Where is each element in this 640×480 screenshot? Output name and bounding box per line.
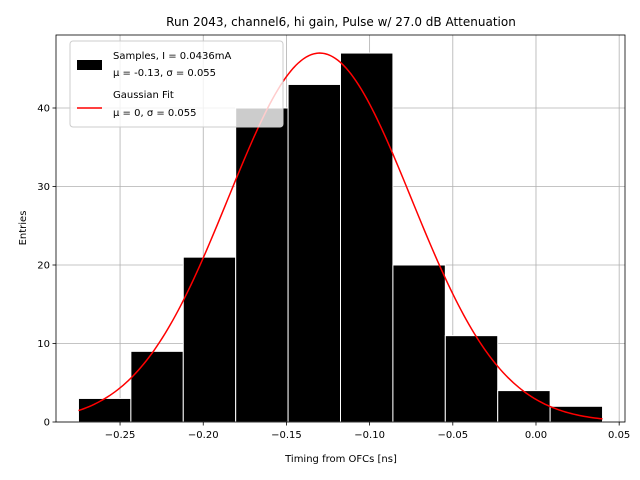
legend-box: [69, 40, 284, 128]
histogram-bar-6: [392, 264, 446, 423]
histogram-bar-1: [130, 350, 184, 423]
legend: Samples, I = 0.0436mA μ = -0.13, σ = 0.0…: [69, 40, 284, 128]
y-axis-ticks: 0 10 20 30 40: [37, 104, 56, 429]
histogram-bar-3: [235, 107, 289, 423]
legend-fit-line1: Gaussian Fit: [113, 90, 174, 101]
x-tick-label: 0.05: [608, 430, 630, 441]
x-axis-ticks: −0.25 −0.20 −0.15 −0.10 −0.05 0.00 0.05: [105, 422, 630, 441]
x-tick-label: −0.15: [271, 430, 302, 441]
legend-samples-line2: μ = -0.13, σ = 0.055: [113, 68, 216, 79]
y-tick-label: 20: [37, 261, 50, 272]
histogram-bar-4: [287, 83, 341, 423]
histogram-bar-8: [497, 390, 551, 423]
x-axis-label: Timing from OFCs [ns]: [284, 454, 397, 465]
x-tick-label: −0.20: [188, 430, 219, 441]
x-tick-label: −0.25: [105, 430, 136, 441]
y-tick-label: 10: [37, 339, 50, 350]
histogram-bar-7: [444, 335, 499, 423]
legend-samples-line1: Samples, I = 0.0436mA: [113, 51, 231, 62]
chart-title: Run 2043, channel6, hi gain, Pulse w/ 27…: [166, 15, 516, 29]
histogram-bar-0: [77, 397, 132, 423]
plot-frame: [55, 34, 626, 423]
x-tick-label: −0.05: [437, 430, 468, 441]
histogram-bar-5: [340, 52, 394, 423]
histogram-bars: [77, 52, 604, 423]
legend-fit-line2: μ = 0, σ = 0.055: [113, 108, 197, 119]
y-axis-label: Entries: [18, 211, 29, 246]
legend-samples-swatch: [77, 60, 102, 70]
histogram-bar-2: [182, 256, 237, 423]
x-tick-label: −0.10: [354, 430, 385, 441]
y-tick-label: 40: [37, 104, 50, 115]
x-tick-label: 0.00: [525, 430, 547, 441]
gaussian-fit-curve: [78, 52, 603, 420]
y-tick-label: 30: [37, 182, 50, 193]
y-tick-label: 0: [44, 418, 50, 429]
